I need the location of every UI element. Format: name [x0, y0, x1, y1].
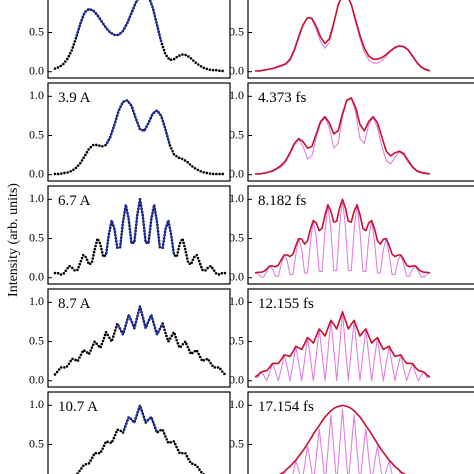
- curve: [116, 305, 164, 336]
- panel: 0.0 0.5 1.0 3.9 A: [29, 82, 231, 182]
- y-tick-label: 0.5: [29, 230, 44, 244]
- y-tick-label: 0.0: [29, 166, 44, 180]
- data-points: [53, 98, 227, 176]
- panel-label: 17.154 fs: [258, 399, 314, 415]
- y-tick-label: 0.5: [29, 436, 44, 450]
- panel-label: 12.155 fs: [258, 296, 314, 312]
- panel-frame: [247, 82, 474, 182]
- curve: [255, 97, 431, 175]
- curve: [254, 311, 431, 382]
- y-tick-label: 1.0: [229, 191, 244, 205]
- plot-area: [53, 304, 227, 376]
- curve: [255, 0, 431, 72]
- y-tick-label: 1.0: [229, 88, 244, 102]
- y-tick-label: 1.0: [29, 294, 44, 308]
- y-tick-label: 0.0: [29, 63, 44, 77]
- curve: [105, 198, 175, 256]
- panel-frame: [47, 185, 231, 285]
- curve: [279, 404, 406, 474]
- panel-label: 4.373 fs: [258, 90, 306, 106]
- plot-area: [255, 97, 431, 175]
- curve: [254, 198, 431, 278]
- panel-frame: [247, 288, 474, 388]
- panel-frame: [47, 391, 231, 474]
- curve: [282, 408, 403, 474]
- panel-frame: [47, 288, 231, 388]
- panel: 0.00.51.0: [29, 0, 231, 79]
- plot-area: [255, 0, 431, 72]
- panel-label: 8.7 A: [58, 296, 91, 312]
- panel: 0.0 0.5 1.0 4.373 fs: [229, 82, 474, 182]
- y-tick-label: 1.0: [29, 397, 44, 411]
- y-tick-label: 0.0: [29, 269, 44, 283]
- data-points: [53, 304, 227, 376]
- panel: 0.0 0.5 1.0 12.155 fs: [229, 288, 474, 388]
- panel-label: 10.7 A: [58, 399, 98, 415]
- panel-label: 6.7 A: [58, 193, 91, 209]
- panel-label: 8.182 fs: [258, 193, 306, 209]
- plot-area: [254, 198, 431, 278]
- y-tick-label: 0.5: [29, 127, 44, 141]
- panel-frame: [247, 0, 474, 79]
- curve: [75, 0, 163, 43]
- y-tick-label: 0.5: [229, 127, 244, 141]
- panel-frame: [247, 185, 474, 285]
- panel: 0.0 0.5 1.0 8.182 fs: [229, 185, 474, 285]
- curve: [255, 97, 430, 175]
- plot-area: [254, 310, 431, 382]
- panel-frame: [247, 391, 474, 474]
- panel: 0.00.51.017.154 fs: [229, 391, 474, 474]
- y-tick-label: 0.0: [229, 63, 244, 77]
- y-tick-label: 0.5: [229, 24, 244, 38]
- y-tick-label: 0.5: [229, 230, 244, 244]
- y-tick-label: 0.5: [29, 333, 44, 347]
- y-tick-label: 0.5: [229, 436, 244, 450]
- plot-area: [74, 404, 206, 474]
- y-tick-label: 0.0: [229, 269, 244, 283]
- panel-frame: [47, 0, 231, 79]
- data-points: [53, 0, 227, 73]
- y-tick-label: 0.0: [29, 372, 44, 386]
- y-tick-label: 0.0: [229, 372, 244, 386]
- curve: [254, 198, 431, 274]
- plot-area: [53, 198, 227, 276]
- curve: [105, 99, 171, 146]
- y-tick-label: 1.0: [29, 191, 44, 205]
- y-tick-label: 0.5: [29, 24, 44, 38]
- y-tick-label: 0.5: [229, 333, 244, 347]
- panel: 0.00.51.010.7 A: [29, 391, 231, 474]
- plot-area: [53, 98, 227, 176]
- panel: 0.00.51.0: [229, 0, 474, 79]
- panel-label: 3.9 A: [58, 90, 91, 106]
- plot-area: [53, 0, 227, 73]
- y-tick-label: 1.0: [229, 397, 244, 411]
- y-axis-label: Intensity (arb. units): [6, 183, 21, 297]
- panel-frame: [47, 82, 231, 182]
- data-points: [74, 404, 206, 474]
- curve: [255, 0, 431, 72]
- data-points: [53, 198, 227, 276]
- curve: [122, 404, 158, 434]
- curve: [254, 310, 431, 378]
- plot-area: [279, 404, 406, 474]
- y-tick-label: 1.0: [229, 294, 244, 308]
- panel: 0.0 0.5 1.0 8.7 A: [29, 288, 231, 388]
- y-tick-label: 0.0: [229, 166, 244, 180]
- panel: 0.0 0.5 1.0 6.7 A: [29, 185, 231, 285]
- y-tick-label: 1.0: [29, 88, 44, 102]
